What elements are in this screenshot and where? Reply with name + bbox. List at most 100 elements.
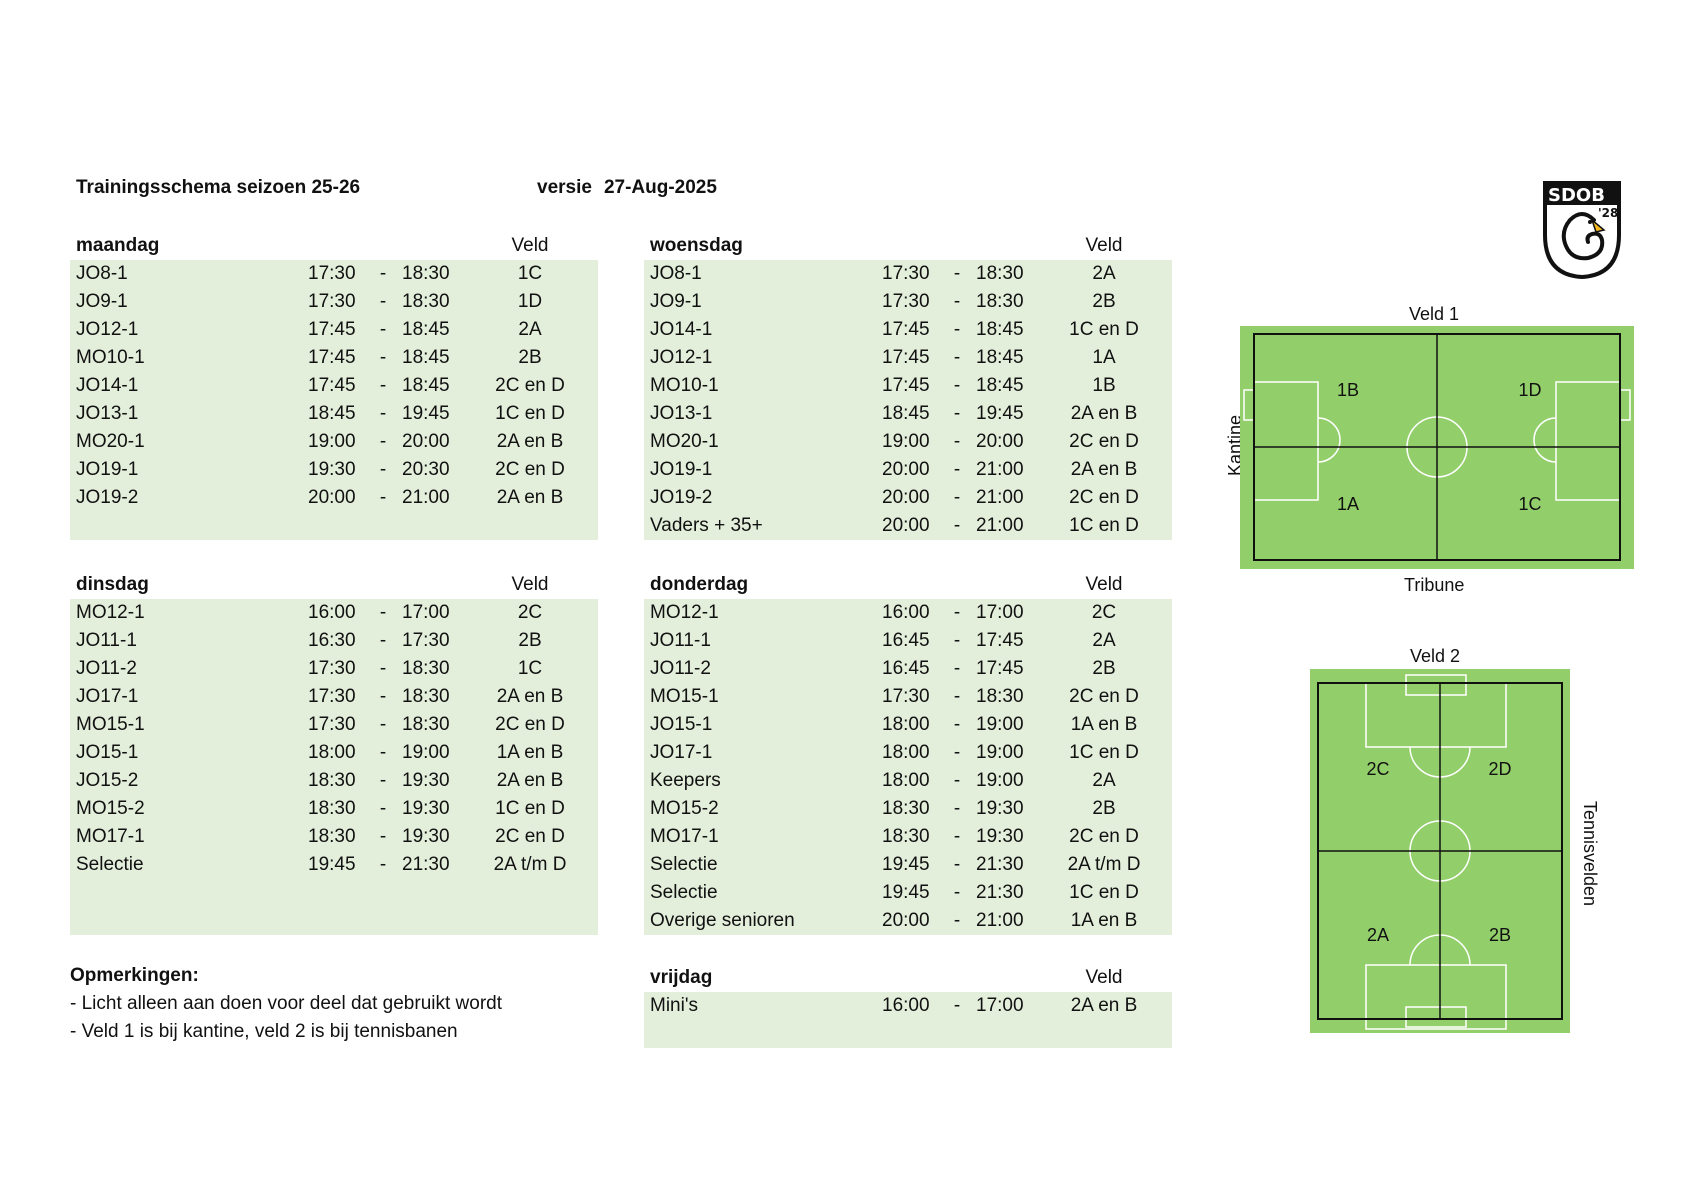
team-name: MO15-2 [76, 798, 145, 819]
start-time: 19:45 [882, 882, 930, 903]
end-time: 18:45 [976, 375, 1024, 396]
field-assignment: 1B [1092, 375, 1116, 396]
time-separator: - [379, 686, 387, 707]
end-time: 18:45 [402, 347, 450, 368]
notes-line: - Veld 1 is bij kantine, veld 2 is bij t… [70, 1021, 458, 1042]
notes-title: Opmerkingen: [70, 965, 199, 986]
end-time: 17:45 [976, 630, 1024, 651]
start-time: 17:30 [882, 291, 930, 312]
end-time: 21:30 [976, 882, 1024, 903]
time-separator: - [379, 602, 387, 623]
field-assignment: 1C en D [495, 798, 565, 819]
veld-column-header: Veld [1085, 574, 1123, 595]
team-name: JO12-1 [650, 347, 713, 368]
time-separator: - [379, 319, 387, 340]
end-time: 21:00 [976, 459, 1024, 480]
veld-column-header: Veld [1085, 235, 1123, 256]
table-row [70, 907, 598, 935]
table-row: MO15-2 18:30 -19:30 2B [644, 795, 1172, 823]
table-row: MO20-1 19:00 -20:00 2A en B [70, 428, 598, 456]
day-name: vrijdag [650, 967, 713, 988]
veld1-section-label: 1B [1337, 380, 1359, 400]
version-label: versie [537, 177, 592, 198]
team-name: Overige senioren [650, 910, 795, 931]
start-time: 17:30 [308, 714, 356, 735]
end-time: 18:45 [402, 319, 450, 340]
end-time: 21:00 [976, 910, 1024, 931]
team-name: MO12-1 [650, 602, 719, 623]
field-assignment: 2B [1092, 658, 1116, 679]
end-time: 20:00 [976, 431, 1024, 452]
time-separator: - [953, 263, 961, 284]
start-time: 18:45 [882, 403, 930, 424]
time-separator: - [379, 798, 387, 819]
start-time: 17:45 [882, 347, 930, 368]
field-assignment: 2A t/m D [493, 854, 567, 875]
field-assignment: 2B [1092, 291, 1116, 312]
field-assignment: 2B [1092, 798, 1116, 819]
table-row: Mini's 16:00 -17:00 2A en B [644, 992, 1172, 1020]
table-row: JO11-1 16:30 -17:30 2B [70, 627, 598, 655]
end-time: 19:00 [976, 770, 1024, 791]
swan-beak-icon [1590, 217, 1606, 233]
field-assignment: 2C en D [495, 459, 565, 480]
table-row: MO15-1 17:30 -18:30 2C en D [70, 711, 598, 739]
start-time: 18:30 [308, 826, 356, 847]
field-assignment: 1C en D [1069, 515, 1139, 536]
team-name: MO15-2 [650, 798, 719, 819]
notes: Opmerkingen: - Licht alleen aan doen voo… [70, 962, 502, 1046]
table-row: MO15-2 18:30 -19:30 1C en D [70, 795, 598, 823]
table-row: JO11-2 16:45 -17:45 2B [644, 655, 1172, 683]
start-time: 16:00 [882, 602, 930, 623]
time-separator: - [953, 658, 961, 679]
start-time: 17:30 [882, 686, 930, 707]
end-time: 18:45 [976, 347, 1024, 368]
day-header: vrijdag Veld [644, 964, 1172, 992]
team-name: JO14-1 [76, 375, 139, 396]
end-time: 19:45 [976, 403, 1024, 424]
veld2-map: 2C 2D 2A 2B [1310, 669, 1570, 1033]
veld-column-header: Veld [511, 235, 549, 256]
day-name: dinsdag [76, 574, 149, 595]
start-time: 19:00 [882, 431, 930, 452]
veld1-section-label: 1D [1518, 380, 1541, 400]
end-time: 17:00 [976, 995, 1024, 1016]
end-time: 19:30 [402, 826, 450, 847]
field-assignment: 2A en B [1070, 459, 1138, 480]
field-assignment: 1C en D [1069, 319, 1139, 340]
veld1-section-label: 1C [1518, 494, 1541, 514]
end-time: 18:30 [402, 658, 450, 679]
field-assignment: 2C en D [1069, 487, 1139, 508]
time-separator: - [379, 630, 387, 651]
time-separator: - [379, 770, 387, 791]
start-time: 19:45 [308, 854, 356, 875]
time-separator: - [953, 375, 961, 396]
table-row: JO14-1 17:45 -18:45 2C en D [70, 372, 598, 400]
team-name: JO11-2 [76, 658, 137, 679]
table-row: JO19-1 20:00 -21:00 2A en B [644, 456, 1172, 484]
start-time: 20:00 [882, 487, 930, 508]
time-separator: - [953, 403, 961, 424]
team-name: JO11-2 [650, 658, 711, 679]
swan-eye-icon [1588, 220, 1592, 224]
time-separator: - [953, 910, 961, 931]
day-name: woensdag [650, 235, 743, 256]
table-row [70, 879, 598, 907]
time-separator: - [379, 347, 387, 368]
start-time: 19:45 [882, 854, 930, 875]
field-assignment: 2A [518, 319, 542, 340]
table-row: MO10-1 17:45 -18:45 1B [644, 372, 1172, 400]
time-separator: - [953, 431, 961, 452]
team-name: JO13-1 [650, 403, 713, 424]
end-time: 18:45 [402, 375, 450, 396]
block-dinsdag: dinsdag Veld MO12-1 16:00-17:00 2C JO11-1 16:3… [70, 571, 598, 935]
start-time: 19:00 [308, 431, 356, 452]
veld2-section-label: 2A [1367, 925, 1389, 945]
table-row: JO11-2 17:30 -18:30 1C [70, 655, 598, 683]
field-assignment: 2C en D [495, 375, 565, 396]
field-assignment: 2B [518, 347, 542, 368]
day-header: woensdag Veld [644, 232, 1172, 260]
team-name: MO20-1 [76, 431, 145, 452]
start-time: 17:45 [308, 347, 356, 368]
field-assignment: 2A en B [496, 487, 564, 508]
